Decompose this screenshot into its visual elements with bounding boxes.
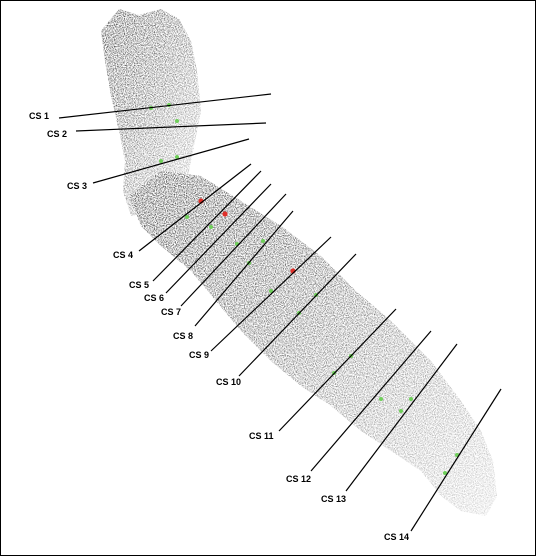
green-marker-point-23 [443,471,447,475]
cross-section-label-7: CS 7 [161,307,181,317]
green-marker-point-3 [175,119,179,123]
green-marker-point-5 [175,155,179,159]
cross-section-line-4 [138,163,252,252]
cross-section-line-8 [194,210,294,327]
cross-section-line-13 [345,343,458,492]
cross-section-label-3: CS 3 [67,181,87,191]
point-cloud [101,9,497,516]
green-marker-point-21 [409,397,413,401]
cross-section-line-3 [92,138,250,184]
cross-section-line-9 [210,236,332,352]
cross-section-label-14: CS 14 [384,532,409,542]
cross-section-label-9: CS 9 [189,350,209,360]
cross-section-line-7 [180,193,287,307]
cross-section-labels: CS 1 CS 2 CS 3 CS 4 CS 5 CS 6 CS 7 CS 8 CS 9 CS 1… [29,111,409,542]
green-marker-point-4 [159,159,163,163]
green-marker-point-9 [209,225,213,229]
cross-section-line-6 [165,183,272,294]
cross-section-label-10: CS 10 [216,377,241,387]
cross-section-label-12: CS 12 [286,474,311,484]
cross-section-label-4: CS 4 [113,250,133,260]
cross-section-line-1 [58,93,272,119]
cross-section-label-1: CS 1 [29,111,49,121]
green-marker-point-19 [379,397,383,401]
green-marker-point-20 [399,409,403,413]
cross-section-label-11: CS 11 [249,431,274,441]
cross-section-label-6: CS 6 [144,293,164,303]
cross-section-label-8: CS 8 [173,331,193,341]
green-marker-point-8 [185,215,189,219]
cross-section-line-10 [238,253,357,377]
cross-section-line-2 [75,122,267,132]
cross-section-line-12 [310,330,432,472]
marker-points [149,103,459,475]
cross-section-lines [58,93,502,532]
green-marker-point-11 [261,239,265,243]
cross-section-label-13: CS 13 [321,494,346,504]
green-marker-point-14 [269,289,273,293]
cross-section-label-5: CS 5 [129,280,149,290]
point-cloud-upper-lobe [101,9,201,216]
cross-section-line-14 [410,388,502,532]
cross-section-line-5 [152,170,262,282]
cross-section-line-11 [278,308,397,432]
cross-section-label-2: CS 2 [47,129,67,139]
red-marker-point-7 [222,211,228,217]
point-cloud-main-body [129,171,497,516]
